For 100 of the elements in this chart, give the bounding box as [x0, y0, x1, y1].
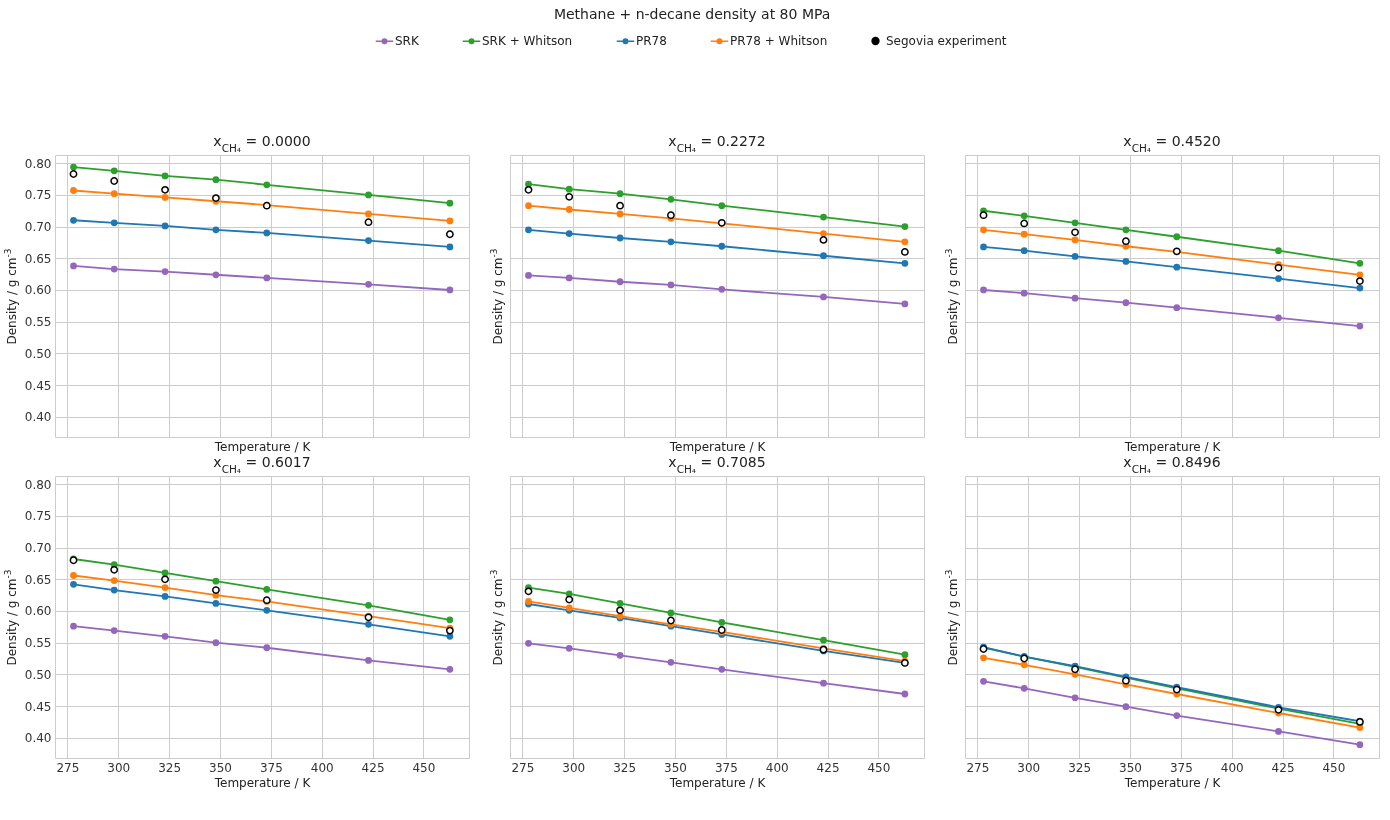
point — [1020, 230, 1028, 238]
point — [1274, 263, 1283, 272]
point — [565, 185, 573, 193]
point — [616, 606, 624, 615]
point — [365, 657, 372, 664]
y-tick-label: 0.60 — [24, 604, 52, 619]
point — [212, 577, 220, 585]
point — [110, 627, 118, 635]
point — [70, 622, 77, 630]
point — [901, 238, 909, 246]
point — [565, 644, 573, 652]
point — [616, 210, 624, 218]
point — [616, 201, 624, 210]
x-tick-label: 275 — [966, 760, 990, 775]
point — [718, 285, 726, 293]
x-axis-title: Temperature / K — [668, 439, 767, 454]
x-tick-label: 275 — [511, 760, 535, 775]
y-tick-label: 0.55 — [24, 636, 52, 651]
x-tick-label: 300 — [1017, 760, 1041, 775]
point — [667, 281, 675, 289]
legend-label: PR78 + Whitson — [730, 34, 828, 49]
y-tick-label: 0.75 — [24, 188, 52, 203]
y-tick-label: 0.40 — [24, 731, 52, 746]
x-tick-label: 350 — [209, 760, 232, 775]
point — [1355, 277, 1364, 286]
point — [263, 274, 271, 282]
point — [525, 639, 532, 647]
y-tick-label: 0.70 — [24, 220, 52, 235]
x-tick-label: 300 — [107, 760, 131, 775]
point — [212, 176, 220, 184]
point — [616, 234, 624, 242]
point — [980, 677, 987, 685]
point — [565, 206, 573, 213]
point — [980, 286, 987, 294]
x-tick-label: 400 — [310, 760, 334, 775]
x-tick-label: 450 — [867, 760, 891, 775]
x-tick-label: 325 — [158, 760, 182, 775]
y-tick-label: 0.50 — [24, 346, 52, 361]
y-tick-label: 0.45 — [24, 378, 52, 393]
x-axis-title: Temperature / K — [1123, 775, 1222, 790]
point — [565, 192, 574, 201]
point — [525, 202, 532, 210]
x-tick-label: 375 — [714, 760, 738, 775]
point — [1071, 253, 1079, 260]
chart-title: x$_{CH₄}$ = 0.2272 — [668, 133, 766, 154]
point — [1020, 212, 1028, 220]
point — [1275, 728, 1282, 735]
point — [667, 195, 675, 203]
point — [70, 216, 77, 224]
point — [1356, 271, 1364, 279]
point — [1071, 219, 1079, 227]
point — [70, 163, 77, 171]
x-tick-label: 375 — [259, 760, 283, 775]
point — [616, 278, 624, 286]
x-tick-label: 400 — [765, 760, 789, 775]
point — [820, 679, 827, 687]
point — [1356, 259, 1364, 267]
point — [161, 222, 169, 230]
point — [161, 172, 169, 180]
point — [110, 265, 118, 273]
chart-title: x$_{CH₄}$ = 0.6017 — [213, 454, 311, 475]
point — [901, 259, 909, 267]
point — [161, 632, 169, 640]
point — [263, 606, 271, 614]
point — [819, 236, 828, 244]
point — [1020, 289, 1028, 297]
chart-title: x$_{CH₄}$ = 0.7085 — [668, 454, 766, 475]
point — [110, 177, 119, 185]
point — [820, 252, 827, 260]
point — [212, 586, 220, 594]
point — [263, 181, 271, 189]
point — [900, 248, 909, 256]
point — [980, 226, 987, 234]
x-tick-label: 425 — [1271, 760, 1295, 775]
point — [979, 211, 988, 220]
x-tick-label: 425 — [816, 760, 840, 775]
point — [161, 569, 169, 577]
point — [110, 586, 118, 594]
point — [901, 690, 909, 698]
point — [718, 619, 726, 626]
point — [445, 230, 454, 239]
point — [718, 242, 726, 250]
x-tick-label: 425 — [361, 760, 385, 775]
x-tick-label: 400 — [1220, 760, 1244, 775]
point — [1173, 304, 1181, 312]
point — [446, 243, 454, 251]
chart-title: x$_{CH₄}$ = 0.4520 — [1123, 133, 1221, 154]
point — [1122, 237, 1130, 246]
point — [1071, 694, 1079, 702]
legend-label: SRK — [395, 34, 420, 49]
point — [365, 280, 372, 288]
legend-label: PR78 — [636, 34, 667, 49]
y-tick-label: 0.55 — [24, 315, 52, 330]
point — [446, 286, 454, 294]
point — [980, 654, 987, 662]
point — [524, 587, 533, 596]
point — [718, 202, 726, 210]
point — [1071, 228, 1079, 237]
y-tick-label: 0.75 — [24, 509, 52, 524]
point — [365, 620, 372, 628]
